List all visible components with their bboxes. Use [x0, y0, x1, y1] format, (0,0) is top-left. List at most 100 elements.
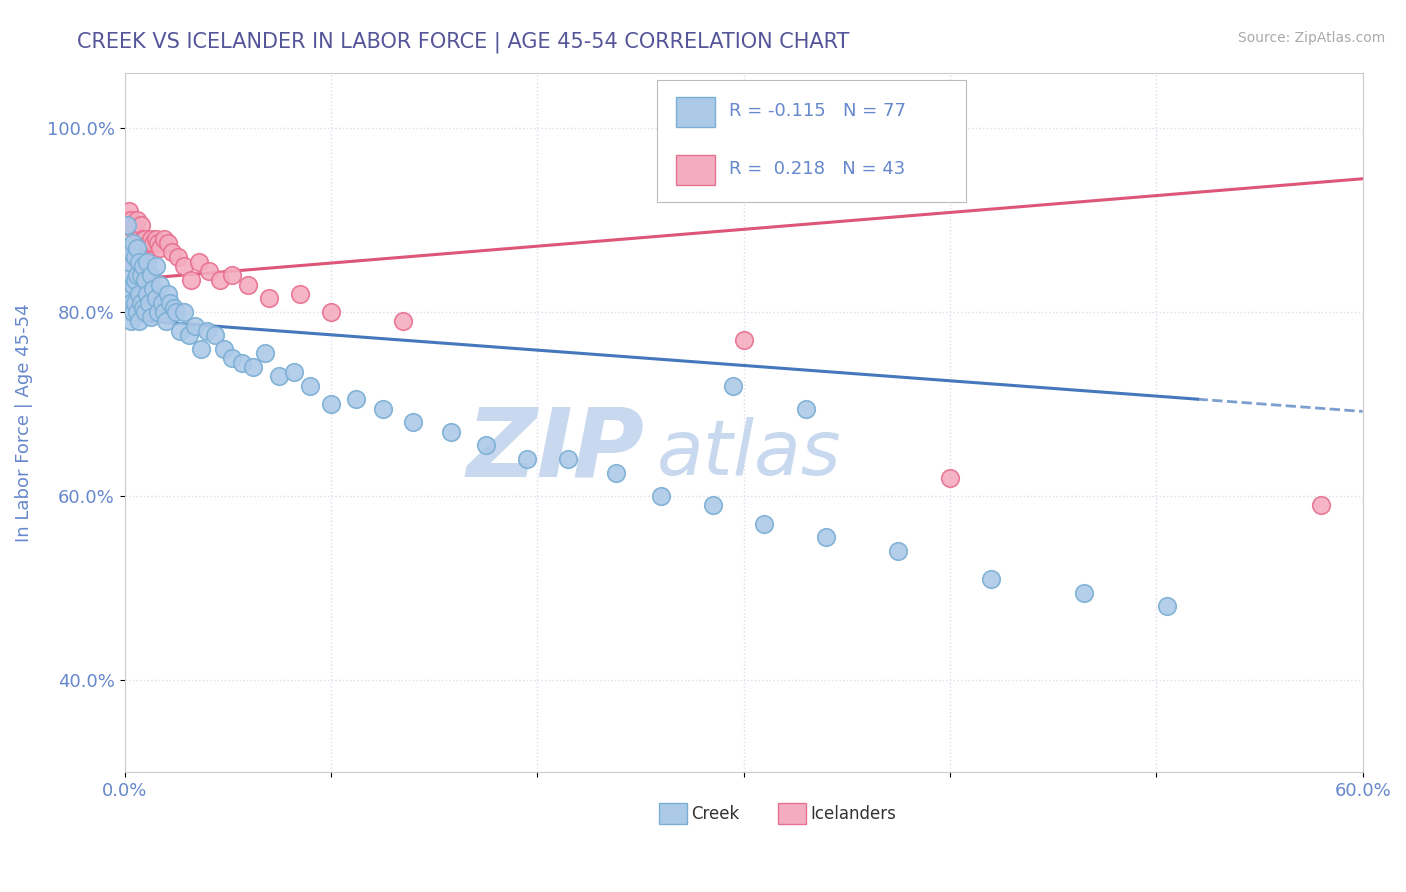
Point — [115, 241, 138, 255]
Point — [155, 314, 177, 328]
Point — [733, 333, 755, 347]
Point — [115, 218, 138, 232]
Point — [939, 470, 962, 484]
Point — [169, 324, 191, 338]
Text: CREEK VS ICELANDER IN LABOR FORCE | AGE 45-54 CORRELATION CHART: CREEK VS ICELANDER IN LABOR FORCE | AGE … — [77, 31, 849, 53]
Point — [146, 305, 169, 319]
Point — [173, 259, 195, 273]
Text: Icelanders: Icelanders — [810, 805, 897, 823]
Point — [145, 291, 167, 305]
Point — [121, 236, 143, 251]
Point — [815, 531, 838, 545]
Point — [146, 236, 169, 251]
Point — [138, 296, 160, 310]
Point — [156, 236, 179, 251]
Text: ZIP: ZIP — [467, 404, 644, 497]
Point — [141, 231, 163, 245]
Bar — [779, 804, 806, 824]
Point — [980, 572, 1002, 586]
Bar — [675, 97, 716, 127]
Point — [173, 305, 195, 319]
Point — [156, 286, 179, 301]
Point — [132, 301, 155, 315]
Point — [141, 268, 163, 283]
Point — [439, 425, 461, 439]
Point — [118, 286, 141, 301]
Point — [238, 277, 260, 292]
FancyBboxPatch shape — [657, 80, 966, 202]
Point — [120, 241, 142, 255]
Point — [124, 241, 146, 255]
Point — [474, 438, 496, 452]
Point — [136, 254, 159, 268]
Point — [145, 259, 167, 273]
Point — [136, 241, 159, 255]
Point — [180, 273, 202, 287]
Point — [138, 236, 160, 251]
Point — [177, 328, 200, 343]
Point — [184, 318, 207, 333]
Bar — [675, 155, 716, 185]
Point — [754, 516, 776, 531]
Point — [125, 250, 148, 264]
Point — [124, 250, 146, 264]
Point — [242, 360, 264, 375]
Point — [319, 397, 342, 411]
Point — [165, 305, 187, 319]
Point — [132, 231, 155, 245]
Point — [125, 213, 148, 227]
Point — [118, 254, 141, 268]
Point — [121, 305, 143, 319]
Point — [212, 342, 235, 356]
Point — [120, 245, 142, 260]
Point — [1073, 585, 1095, 599]
Text: R = -0.115   N = 77: R = -0.115 N = 77 — [728, 103, 905, 120]
Point — [128, 286, 150, 301]
Point — [190, 342, 212, 356]
Point — [288, 286, 311, 301]
Text: Source: ZipAtlas.com: Source: ZipAtlas.com — [1237, 31, 1385, 45]
Point — [132, 259, 155, 273]
Point — [1156, 599, 1178, 614]
Point — [402, 416, 425, 430]
Point — [344, 392, 367, 407]
Point — [516, 452, 538, 467]
Bar — [659, 804, 686, 824]
Point — [149, 277, 172, 292]
Point — [120, 296, 142, 310]
Point — [129, 296, 152, 310]
Point — [187, 254, 209, 268]
Point — [1310, 498, 1333, 512]
Point — [141, 310, 163, 324]
Point — [319, 305, 342, 319]
Point — [650, 489, 672, 503]
Point — [204, 328, 226, 343]
Point — [121, 222, 143, 236]
Point — [134, 231, 156, 245]
Point — [120, 314, 142, 328]
Point — [142, 282, 165, 296]
Point — [221, 268, 243, 283]
Point — [160, 245, 183, 260]
Point — [163, 301, 186, 315]
Point — [153, 231, 176, 245]
Point — [208, 273, 231, 287]
Text: Creek: Creek — [692, 805, 740, 823]
Point — [129, 241, 152, 255]
Text: R =  0.218   N = 43: R = 0.218 N = 43 — [728, 160, 905, 178]
Point — [794, 401, 817, 416]
Point — [557, 452, 579, 467]
Point — [145, 231, 167, 245]
Point — [269, 369, 291, 384]
Point — [136, 286, 159, 301]
Point — [887, 544, 910, 558]
Point — [702, 498, 724, 512]
Point — [605, 466, 627, 480]
Point — [124, 296, 146, 310]
Point — [195, 324, 218, 338]
Point — [120, 213, 142, 227]
Point — [128, 231, 150, 245]
Point — [128, 314, 150, 328]
Point — [128, 254, 150, 268]
Point — [121, 250, 143, 264]
